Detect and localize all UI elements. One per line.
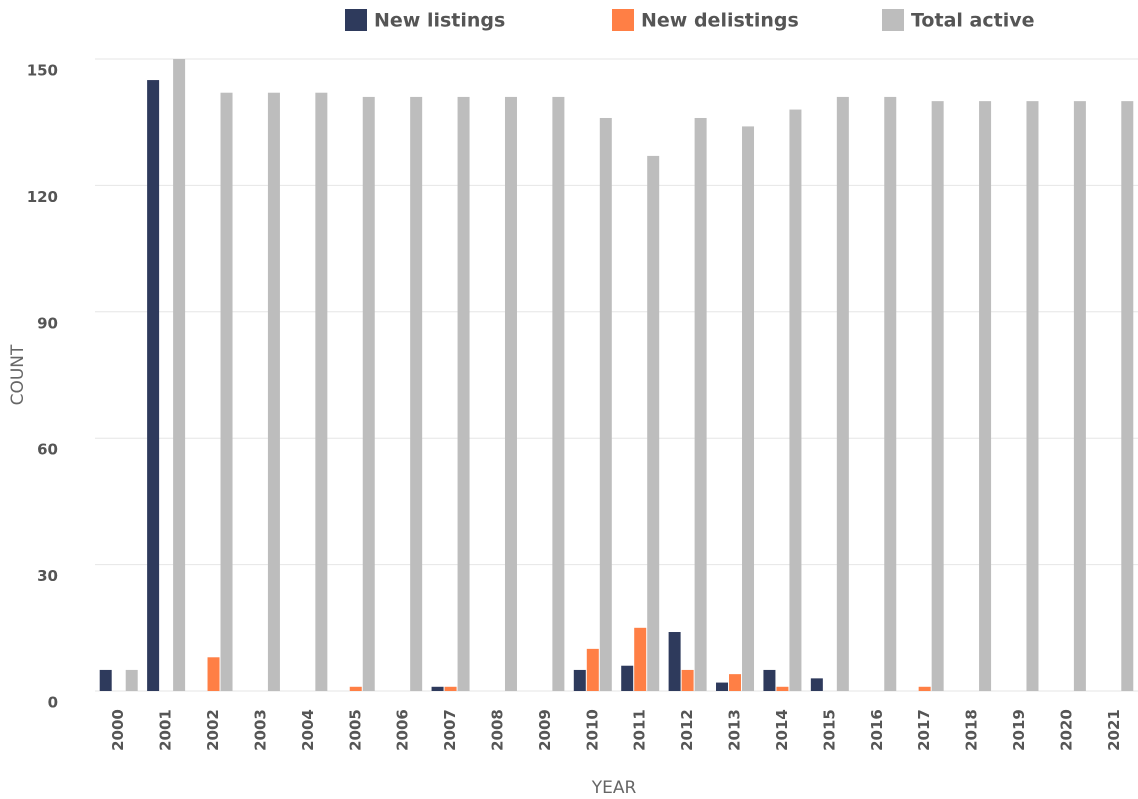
bar [207,657,220,691]
x-tick-label: 2012 [678,709,696,751]
x-tick-label: 2018 [963,709,981,751]
bar [810,678,823,691]
bar [836,96,849,692]
bar [410,96,423,692]
bar [729,674,742,691]
x-tick-label: 2017 [915,709,933,751]
x-tick-label: 2009 [536,709,554,751]
y-tick-label: 60 [37,441,58,459]
x-tick-label: 2019 [1010,709,1028,751]
bar [147,80,160,692]
bar [1026,101,1039,692]
bar [634,627,647,691]
bar [573,669,586,691]
bar [681,669,694,691]
x-tick-label: 2021 [1105,709,1123,751]
x-tick-label: 2014 [773,709,791,751]
y-tick-label: 30 [37,567,58,585]
bar [763,669,776,691]
y-tick-label: 0 [48,694,58,712]
bar [742,126,755,691]
bar [99,669,112,691]
bar [884,96,897,692]
bar [1121,101,1134,692]
x-tick-label: 2011 [631,709,649,751]
bar [668,632,681,691]
bar [621,665,634,691]
y-tick-label: 90 [37,314,58,332]
bar [776,686,789,691]
x-tick-label: 2020 [1057,709,1075,751]
x-tick-label: 2016 [868,709,886,751]
x-tick-label: 2004 [299,709,317,751]
y-tick-label: 120 [27,188,58,206]
x-tick-label: 2013 [726,709,744,751]
legend-label: New listings [374,10,505,32]
y-axis-title: COUNT [8,344,28,405]
x-tick-label: 2015 [820,709,838,751]
x-tick-label: 2003 [251,709,269,751]
bar [267,92,280,691]
bar [349,686,362,691]
legend-swatch [882,9,904,31]
bar [457,96,470,692]
bar [220,92,233,691]
x-tick-label: 2005 [346,709,364,751]
x-axis-title: YEAR [591,778,637,798]
legend-label: New delistings [641,10,799,32]
legend-label: Total active [911,10,1034,32]
bar [504,96,517,692]
bar [362,96,375,692]
bar [431,686,444,691]
bar [315,92,328,691]
x-tick-label: 2002 [204,709,222,751]
bar [716,682,729,691]
bar [586,648,599,691]
bar [647,155,660,691]
bar [444,686,457,691]
bar [979,101,992,692]
bar [1073,101,1086,692]
y-tick-label: 150 [27,62,58,80]
bar [125,669,138,691]
x-tick-label: 2006 [394,709,412,751]
x-tick-label: 2007 [441,709,459,751]
legend-swatch [612,9,634,31]
bar [552,96,565,692]
x-tick-label: 2008 [488,709,506,751]
bar [789,109,802,691]
x-tick-label: 2010 [583,709,601,751]
legend-swatch [345,9,367,31]
bar [173,59,186,691]
bar [694,117,707,691]
x-tick-label: 2000 [109,709,127,751]
bar [918,686,931,691]
x-tick-label: 2001 [157,709,175,751]
bar [931,101,944,692]
bar [599,117,612,691]
